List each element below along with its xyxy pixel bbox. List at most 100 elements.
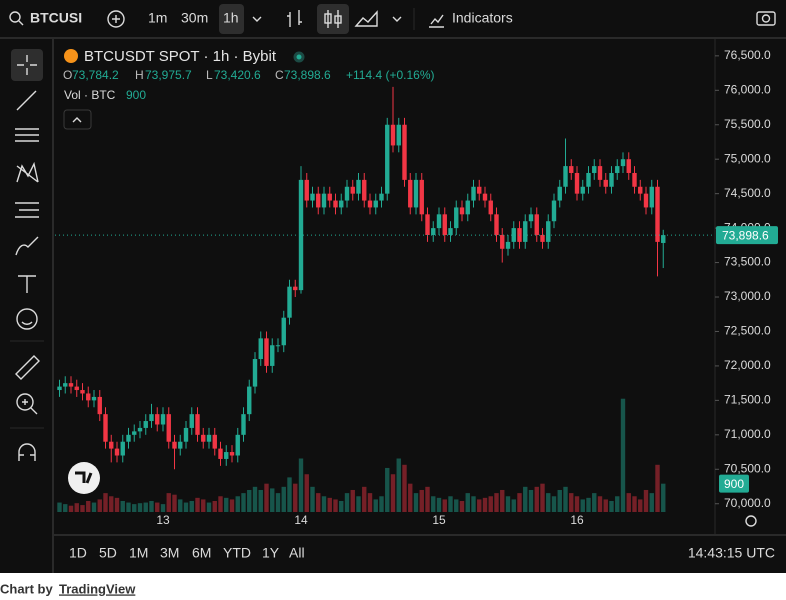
volume-bar [298,458,304,512]
volume-bar [178,499,183,512]
candle-body [57,386,62,391]
volume-bar [344,493,350,512]
interval-menu[interactable] [252,16,262,22]
candle-body [172,441,177,449]
volume-bar [569,493,574,512]
candle-body [304,179,309,201]
compare-button[interactable] [107,10,125,28]
volume-bar [86,500,91,512]
y-tick-label: 75,500.0 [724,117,771,131]
ohlc-value: 73,784.2 [72,68,119,82]
volume-bar [362,486,367,512]
market-status [293,51,305,63]
volume-bar [563,486,568,512]
candle-body [252,359,258,387]
volume-bar [540,483,545,512]
pattern-tool[interactable] [16,161,39,183]
candle-body [649,186,654,208]
candle-body [505,241,511,249]
ruler-tool[interactable] [15,355,40,380]
footer-link[interactable]: TradingView [59,581,136,596]
ohlc-key: L [206,68,213,82]
indicators[interactable]: Indicators [452,10,513,26]
candle-body [500,235,505,249]
ohlc-value: 73,975.7 [145,68,192,82]
y-tick-label: 73,000.0 [724,289,771,303]
search-icon[interactable] [9,11,21,23]
range[interactable]: 3M [160,545,179,561]
volume-title: Vol · BTC [64,88,116,102]
interval[interactable]: 1m [148,10,167,26]
candle-body [287,286,292,318]
range[interactable]: YTD [223,545,251,561]
volume-bar [620,398,626,512]
candle-body [86,393,91,401]
crosshair-tool[interactable] [17,55,37,75]
candle-body [298,179,304,291]
candle-body [459,207,465,215]
range[interactable]: All [289,545,305,561]
candle-body [183,427,189,442]
text-tool[interactable] [18,275,36,293]
range[interactable]: 5D [99,545,117,561]
range[interactable]: 1Y [262,545,280,561]
candle-body [160,414,166,425]
volume-value: 900 [126,88,146,102]
icon-tool[interactable] [16,308,38,330]
volume-bar [218,496,223,512]
last-price-label: 73,898.6 [722,228,769,242]
candle-body [638,186,643,194]
compare-plus [112,15,120,23]
candles-style[interactable] [327,10,339,28]
plot [55,86,715,512]
candle-body [385,124,390,194]
candle-body [143,421,148,428]
candle-body [551,200,557,222]
volume-bar [68,505,74,512]
axis-settings[interactable] [745,515,757,527]
volume-bar [137,503,143,512]
footer-prefix: Chart by [0,581,54,596]
candle-body [229,452,235,456]
candle-body [442,214,447,236]
prediction-tool[interactable] [15,202,39,218]
range[interactable]: 1D [69,545,87,561]
zoom-tool[interactable] [16,393,34,411]
volume-bar [638,499,643,512]
symbol[interactable]: BTCUSI [30,10,82,26]
snapshot-lens [761,14,771,23]
candle-body [235,434,240,456]
candle-body [448,228,453,236]
candle-body [465,200,470,215]
last-price-box [716,226,778,245]
x-tick-label: 13 [156,513,170,527]
collapse-legend[interactable] [63,109,92,130]
fib-tool[interactable] [15,128,39,142]
candle-body [615,166,620,173]
interval[interactable]: 30m [181,10,208,26]
x-tick-label: 16 [570,513,584,527]
range[interactable]: 6M [192,545,211,561]
volume-bar [229,499,235,512]
candle-body [626,159,631,173]
range[interactable]: 1M [129,545,148,561]
indicators-icon[interactable] [429,14,444,28]
area-style[interactable] [354,10,378,27]
candle-body [310,193,315,201]
candle-body [201,434,206,442]
ohlc-value: 73,898.6 [284,68,331,82]
trend-line-tool[interactable] [16,90,37,111]
candle-body [494,214,499,236]
interval[interactable]: 1h [223,10,239,26]
candle-body [482,193,488,201]
candle-body [580,186,585,194]
style-active [317,4,349,34]
style-menu[interactable] [392,16,402,22]
brush-tool[interactable] [15,236,39,256]
y-tick-label: 72,000.0 [724,358,771,372]
bars-style[interactable] [287,10,302,27]
snapshot-button[interactable] [756,11,776,26]
candles-style-body [324,13,332,24]
volume-bar [126,502,131,512]
magnet-tool[interactable] [18,443,36,461]
